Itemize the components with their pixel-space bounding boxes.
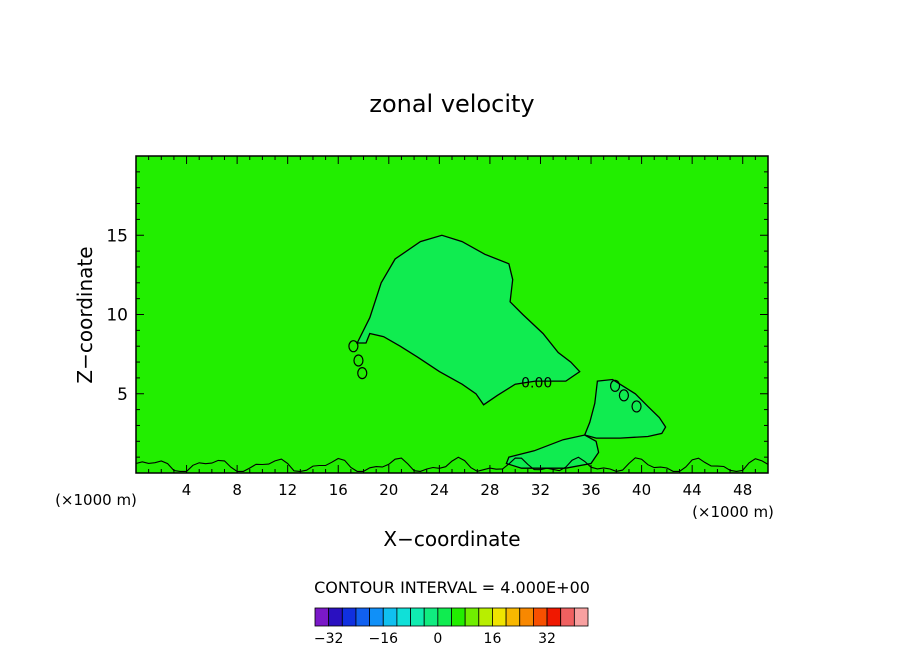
x-tick-label: 48 [733, 481, 752, 499]
y-tick-label: 10 [106, 306, 128, 326]
colorbar-label: 32 [538, 631, 556, 647]
contour-interval-text: CONTOUR INTERVAL = 4.000E+00 [314, 578, 590, 597]
colorbar-swatch [492, 607, 507, 627]
x-tick-label: 44 [683, 481, 702, 499]
colorbar-label: 0 [433, 631, 442, 647]
colorbar-label: −32 [314, 631, 344, 647]
small-contour-6 [631, 400, 642, 413]
colorbar-swatch [573, 607, 589, 627]
x-tick-label: 28 [480, 481, 499, 499]
small-contour-5 [618, 389, 630, 402]
colorbar-swatch [560, 607, 575, 627]
colorbar-swatch [533, 607, 548, 627]
colorbar-swatch [478, 607, 493, 627]
surface-contour-line [135, 456, 769, 472]
y-tick-label: 15 [106, 226, 128, 246]
x-tick-label: 4 [182, 481, 192, 499]
x-tick-label: 32 [531, 481, 550, 499]
x-axis-unit-right: (×1000 m) [692, 503, 774, 521]
colorbar-swatch [314, 607, 330, 627]
x-tick-label: 8 [232, 481, 242, 499]
colorbar-swatch [464, 607, 480, 627]
small-contour-4 [609, 379, 621, 392]
x-axis-label: X−coordinate [383, 527, 520, 551]
small-contour-3 [357, 367, 368, 380]
colorbar-swatch [369, 607, 384, 627]
colorbar-swatch [519, 607, 534, 627]
colorbar-swatch [505, 607, 521, 627]
colorbar-label: −16 [368, 631, 398, 647]
colorbar-swatch [410, 607, 425, 627]
colorbar: −32 −16 0 16 32 [314, 607, 589, 647]
colorbar-swatch [328, 607, 343, 627]
contour-region-2 [583, 378, 667, 439]
x-tick-label: 24 [430, 481, 449, 499]
colorbar-swatch [437, 607, 452, 627]
x-tick-label: 36 [581, 481, 600, 499]
small-contour-1 [348, 340, 359, 353]
colorbar-swatch [546, 607, 562, 627]
x-tick-label: 40 [632, 481, 651, 499]
chart-title: zonal velocity [369, 90, 534, 118]
y-axis-label: Z−coordinate [73, 246, 97, 383]
y-tick-label: 5 [117, 385, 128, 405]
colorbar-swatch [451, 607, 466, 627]
colorbar-label: 16 [484, 631, 502, 647]
contour-region-1 [356, 234, 581, 406]
x-tick-label: 16 [329, 481, 348, 499]
colorbar-swatch [423, 607, 439, 627]
x-tick-label: 20 [379, 481, 398, 499]
x-tick-label: 12 [278, 481, 297, 499]
colorbar-swatch [355, 607, 371, 627]
contour-label: 0.00 [521, 376, 552, 392]
colorbar-swatch [341, 607, 357, 627]
colorbar-swatch [382, 607, 398, 627]
contour-region-3 [505, 434, 600, 469]
colorbar-swatch [396, 607, 411, 627]
x-axis-unit-left: (×1000 m) [55, 491, 137, 509]
small-contour-2 [353, 354, 364, 367]
